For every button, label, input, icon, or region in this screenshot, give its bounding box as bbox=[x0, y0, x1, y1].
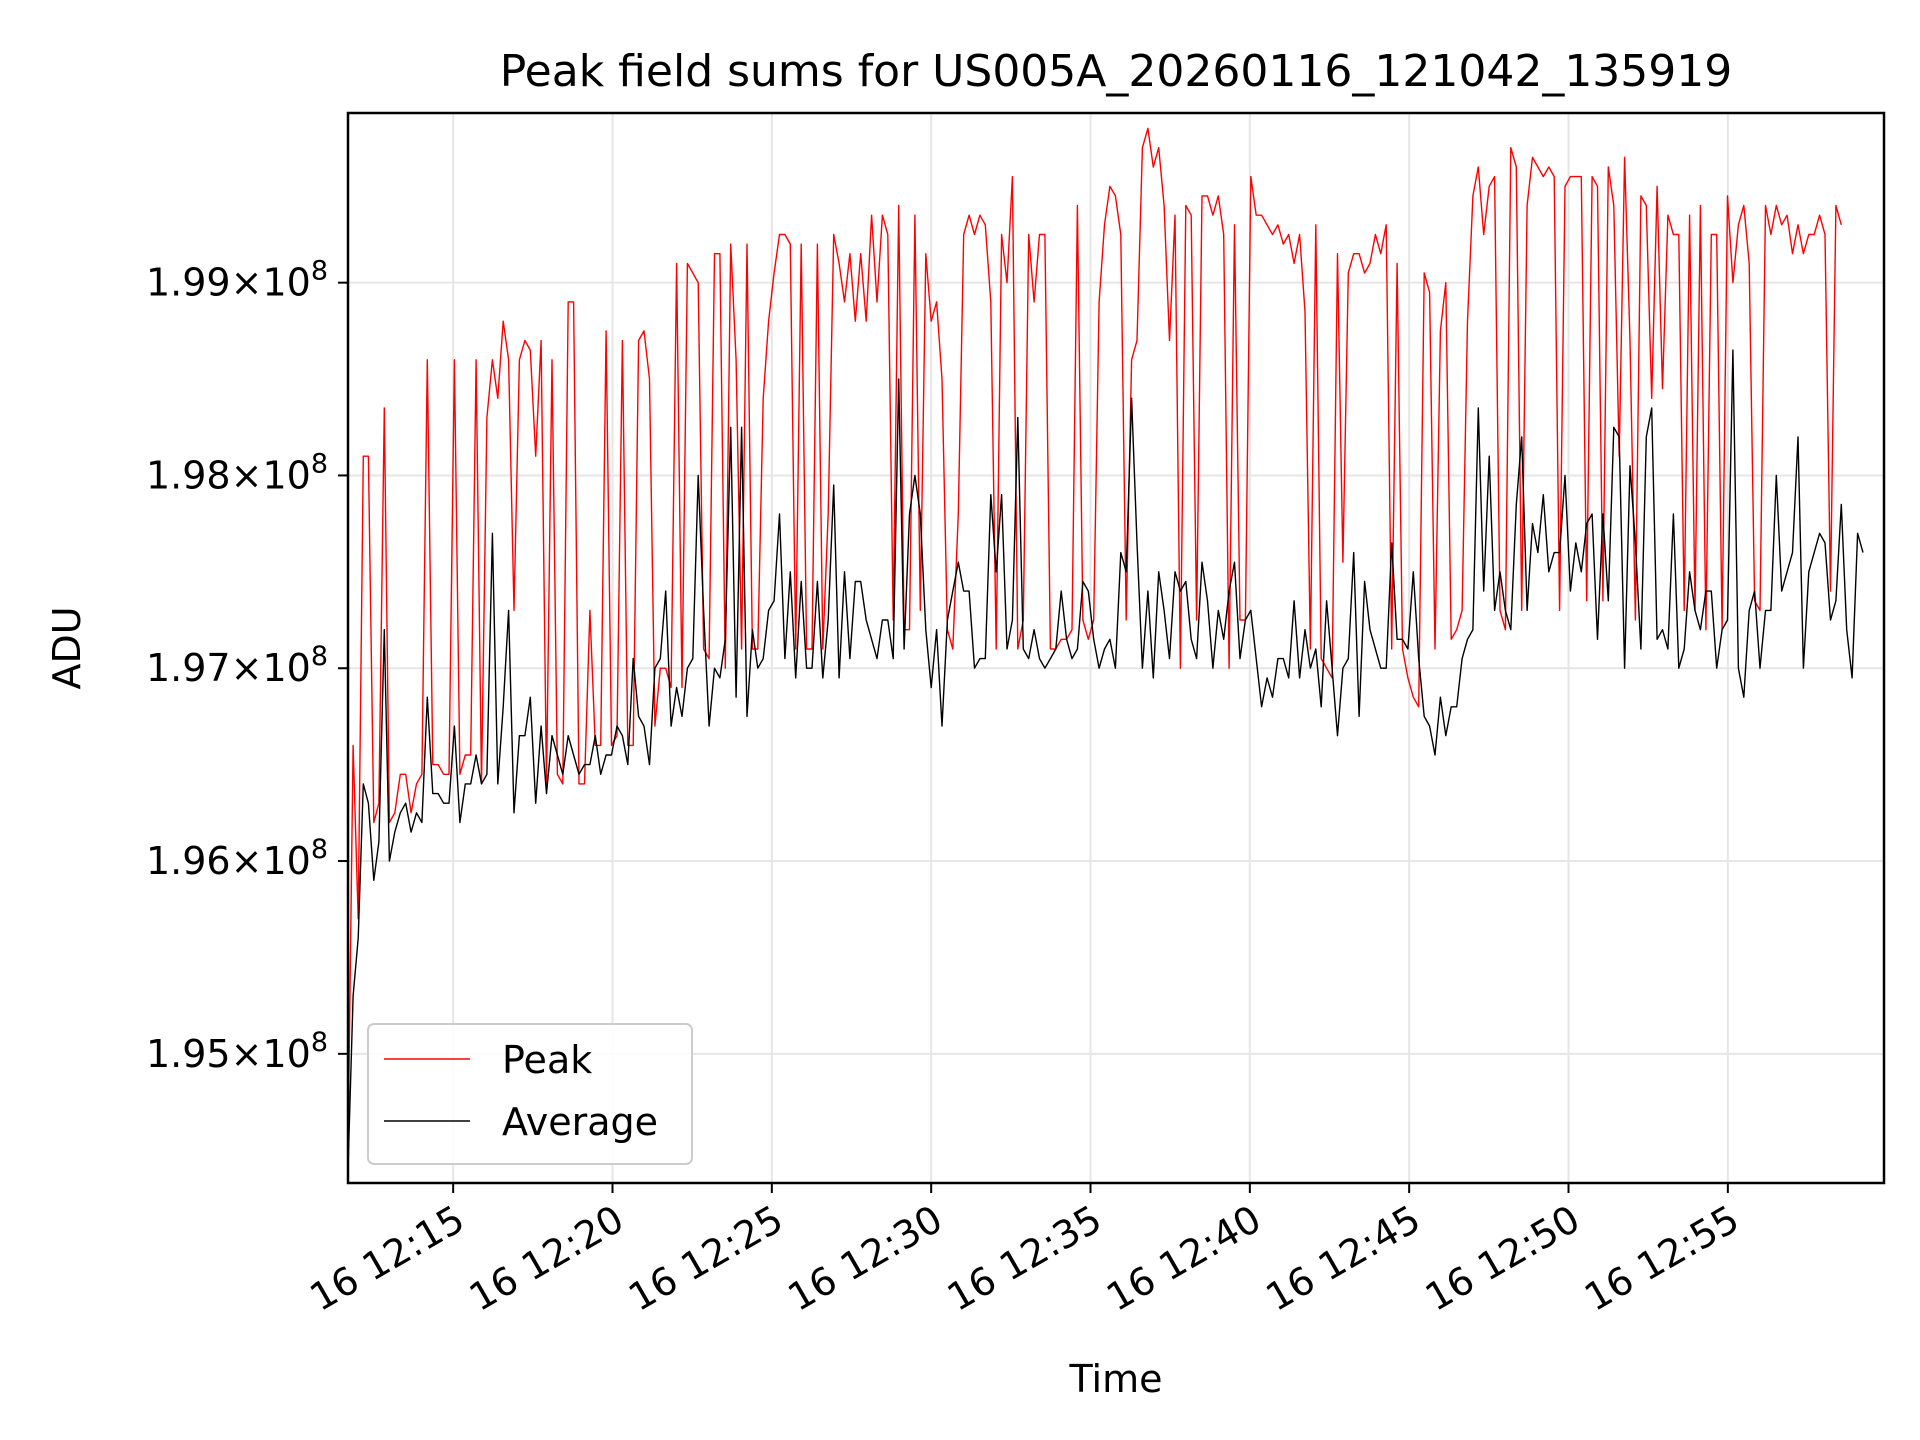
frame-layer bbox=[346, 111, 1886, 1185]
y-tick-mantissa: 1.96 bbox=[146, 839, 231, 883]
y-tick-exponent: 8 bbox=[311, 834, 328, 865]
series-layer bbox=[348, 127, 1864, 1170]
y-tick-times: ×10 bbox=[231, 646, 311, 690]
y-tick-mantissa: 1.97 bbox=[146, 646, 231, 690]
y-tick-times: ×10 bbox=[231, 839, 311, 883]
plot-frame bbox=[346, 111, 1886, 1185]
y-axis-label: ADU bbox=[45, 606, 89, 689]
y-tick-mantissa: 1.95 bbox=[146, 1032, 231, 1076]
legend: Peak Average bbox=[367, 1023, 693, 1165]
legend-label-peak: Peak bbox=[502, 1038, 592, 1082]
y-tick-label: 1.99×108 bbox=[146, 256, 328, 305]
y-tick-label: 1.96×108 bbox=[146, 834, 328, 883]
y-tick-label: 1.97×108 bbox=[146, 641, 328, 690]
series-line-average bbox=[348, 349, 1864, 1170]
y-tick-exponent: 8 bbox=[311, 256, 328, 287]
y-tick-exponent: 8 bbox=[311, 1027, 328, 1058]
legend-label-average: Average bbox=[502, 1100, 658, 1144]
y-tick-exponent: 8 bbox=[311, 448, 328, 479]
y-tick-times: ×10 bbox=[231, 453, 311, 497]
x-axis-label: Time bbox=[1069, 1357, 1163, 1401]
chart-title: Peak field sums for US005A_20260116_1210… bbox=[500, 46, 1733, 97]
y-tick-label: 1.95×108 bbox=[146, 1027, 328, 1076]
y-tick-times: ×10 bbox=[231, 1032, 311, 1076]
y-tick-exponent: 8 bbox=[311, 641, 328, 672]
y-tick-label: 1.98×108 bbox=[146, 448, 328, 497]
series-line-peak bbox=[348, 127, 1842, 1151]
y-tick-mantissa: 1.99 bbox=[146, 261, 231, 305]
y-tick-times: ×10 bbox=[231, 261, 311, 305]
y-tick-mantissa: 1.98 bbox=[146, 453, 231, 497]
